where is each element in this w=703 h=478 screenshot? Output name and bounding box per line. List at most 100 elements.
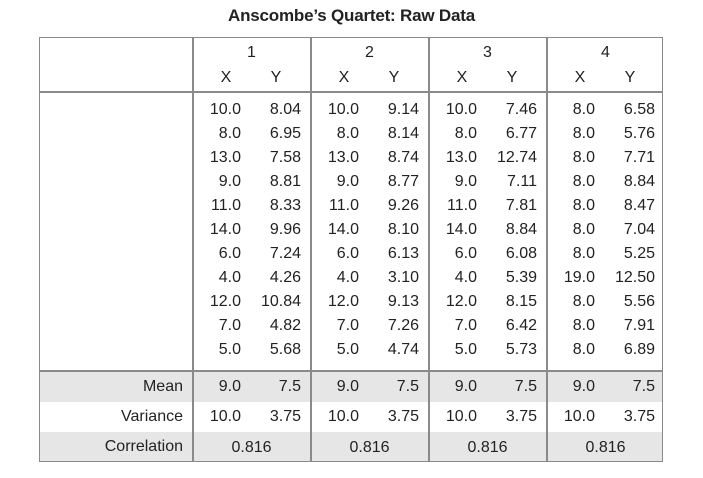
page-title: Anscombe’s Quartet: Raw Data (228, 6, 475, 25)
x-value: 4.0 (454, 269, 477, 286)
y-value: 5.68 (269, 341, 301, 358)
x-value: 12.0 (209, 293, 241, 310)
mean-y-value: 7.5 (632, 378, 655, 395)
variance-y-value: 3.75 (505, 408, 537, 425)
y-value: 5.39 (505, 269, 537, 286)
y-column-header: Y (624, 69, 636, 86)
x-column-header: X (574, 69, 586, 86)
dataset-1-header: 1 (247, 44, 256, 61)
data-table: Mean Variance Correlation 1 X Y 10.0 8.0 13.0… (39, 37, 663, 462)
column-divider-1 (310, 38, 312, 461)
mean-x-value: 9.0 (218, 378, 241, 395)
x-value: 4.0 (336, 269, 359, 286)
x-value: 8.0 (572, 341, 595, 358)
header-divider (40, 91, 662, 93)
mean-x-value: 9.0 (454, 378, 477, 395)
label-column-divider (192, 38, 194, 461)
y-value: 6.77 (505, 125, 537, 142)
y-value: 12.74 (496, 149, 537, 166)
x-value: 5.0 (454, 341, 477, 358)
y-value: 8.84 (505, 221, 537, 238)
y-column-header: Y (506, 69, 518, 86)
x-value: 13.0 (209, 149, 241, 166)
variance-y-value: 3.75 (387, 408, 419, 425)
y-value: 9.13 (387, 293, 419, 310)
x-value: 9.0 (454, 173, 477, 190)
x-column-header: X (456, 69, 468, 86)
x-value: 5.0 (218, 341, 241, 358)
y-value: 10.84 (260, 293, 301, 310)
y-value: 6.13 (387, 245, 419, 262)
stats-divider (40, 370, 662, 372)
y-value: 7.71 (623, 149, 655, 166)
y-value: 8.47 (623, 197, 655, 214)
x-value: 6.0 (218, 245, 241, 262)
x-value: 11.0 (211, 197, 241, 214)
mean-label: Mean (142, 378, 183, 395)
x-value: 11.0 (329, 197, 359, 214)
x-value: 7.0 (454, 317, 477, 334)
mean-row-band (40, 371, 662, 402)
x-value: 8.0 (572, 125, 595, 142)
x-value: 8.0 (454, 125, 477, 142)
x-value: 8.0 (572, 221, 595, 238)
variance-y-value: 3.75 (269, 408, 301, 425)
y-value: 7.46 (505, 101, 537, 118)
x-value: 19.0 (563, 269, 595, 286)
x-value: 8.0 (336, 125, 359, 142)
y-value: 6.58 (623, 101, 655, 118)
x-value: 8.0 (572, 149, 595, 166)
y-value: 7.24 (269, 245, 301, 262)
correlation-value: 0.816 (349, 439, 390, 456)
y-value: 8.15 (505, 293, 537, 310)
x-value: 8.0 (572, 245, 595, 262)
x-value: 8.0 (572, 101, 595, 118)
y-value: 9.26 (387, 197, 419, 214)
correlation-value: 0.816 (467, 439, 508, 456)
mean-x-value: 9.0 (572, 378, 595, 395)
x-value: 13.0 (445, 149, 477, 166)
correlation-value: 0.816 (585, 439, 626, 456)
mean-y-value: 7.5 (396, 378, 419, 395)
variance-x-value: 10.0 (445, 408, 477, 425)
variance-x-value: 10.0 (327, 408, 359, 425)
y-value: 7.04 (623, 221, 655, 238)
x-value: 8.0 (572, 293, 595, 310)
x-value: 10.0 (445, 101, 477, 118)
row-label-column: Mean Variance Correlation (40, 38, 183, 463)
x-value: 7.0 (336, 317, 359, 334)
y-value: 8.74 (387, 149, 419, 166)
y-value: 8.33 (269, 197, 301, 214)
x-value: 11.0 (447, 197, 477, 214)
correlation-label: Correlation (104, 438, 183, 455)
x-value: 5.0 (336, 341, 359, 358)
y-value: 5.73 (505, 341, 537, 358)
x-value: 6.0 (336, 245, 359, 262)
mean-y-value: 7.5 (514, 378, 537, 395)
y-value: 9.96 (269, 221, 301, 238)
y-column-header: Y (388, 69, 400, 86)
mean-x-value: 9.0 (336, 378, 359, 395)
y-value: 7.81 (505, 197, 537, 214)
y-value: 8.84 (623, 173, 655, 190)
y-value: 6.89 (623, 341, 655, 358)
column-divider-2 (428, 38, 430, 461)
y-value: 5.25 (623, 245, 655, 262)
y-value: 6.95 (269, 125, 301, 142)
dataset-2-header: 2 (365, 44, 374, 61)
y-column-header: Y (270, 69, 282, 86)
y-value: 6.42 (505, 317, 537, 334)
correlation-value: 0.816 (231, 439, 272, 456)
y-value: 8.77 (387, 173, 419, 190)
column-divider-3 (546, 38, 548, 461)
y-value: 9.14 (387, 101, 419, 118)
x-value: 8.0 (572, 197, 595, 214)
x-value: 8.0 (572, 173, 595, 190)
x-value: 10.0 (327, 101, 359, 118)
x-value: 4.0 (218, 269, 241, 286)
y-value: 8.04 (269, 101, 301, 118)
y-value: 4.74 (387, 341, 419, 358)
y-value: 12.50 (614, 269, 655, 286)
dataset-4-header: 4 (601, 44, 610, 61)
x-value: 12.0 (445, 293, 477, 310)
